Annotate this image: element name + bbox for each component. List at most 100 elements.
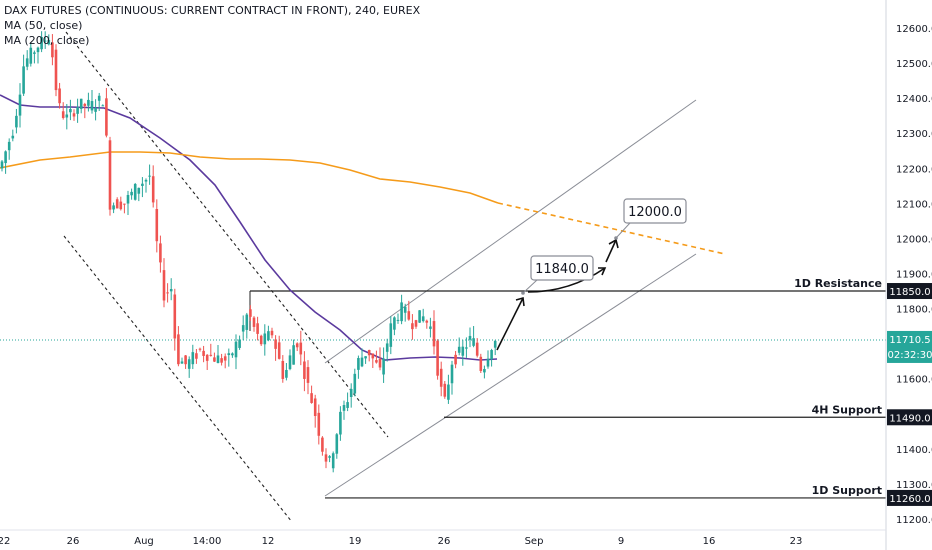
candle-body xyxy=(241,325,245,332)
candle-body xyxy=(94,107,97,112)
countdown-text: 02:32:30 xyxy=(888,350,932,361)
candle-body xyxy=(493,340,497,348)
candle-body xyxy=(216,355,220,363)
candle-body xyxy=(306,367,310,383)
candle-body xyxy=(18,94,22,116)
candle-body xyxy=(227,353,231,356)
candle-body xyxy=(407,311,411,320)
candle-body xyxy=(411,323,414,330)
candle-body xyxy=(195,353,198,359)
candle-body xyxy=(191,352,195,365)
candle-body xyxy=(303,361,306,379)
target-point xyxy=(521,291,525,295)
candle-body xyxy=(169,289,173,292)
x-tick-label: Aug xyxy=(134,536,154,547)
candle-body xyxy=(108,140,112,210)
candle-body xyxy=(22,66,25,94)
chart-title: DAX FUTURES (CONTINUOUS: CURRENT CONTRAC… xyxy=(4,4,421,17)
candle-body xyxy=(429,326,432,329)
candle-body xyxy=(457,346,461,353)
candle-body xyxy=(112,205,115,210)
candle-body xyxy=(223,356,227,361)
candle-body xyxy=(198,348,202,350)
descending-channel-lower xyxy=(63,235,293,523)
candle-body xyxy=(234,341,238,358)
candle-body xyxy=(65,114,69,118)
candle-body xyxy=(270,330,274,336)
candle-body xyxy=(385,343,389,352)
candle-body xyxy=(15,115,18,128)
candle-body xyxy=(479,356,483,371)
candle-body xyxy=(349,388,353,398)
candle-body xyxy=(360,357,364,367)
y-tick-label: 11400.0 xyxy=(896,445,932,456)
candle-body xyxy=(202,350,205,356)
candle-body xyxy=(148,175,151,177)
candle-body xyxy=(213,357,216,362)
candle-body xyxy=(151,176,155,203)
candle-body xyxy=(7,141,11,151)
moving-averages xyxy=(0,94,726,361)
candle-body xyxy=(378,358,382,368)
candle-body xyxy=(97,95,101,101)
target-label: 12000.0 xyxy=(628,205,682,220)
candle-body xyxy=(414,320,418,327)
target-box xyxy=(623,198,687,224)
level-price-badge xyxy=(887,489,932,506)
candle-body xyxy=(490,350,493,360)
candle-body xyxy=(267,331,270,341)
candle-body xyxy=(400,302,403,322)
target-point xyxy=(614,236,618,240)
level-label: 1D Support xyxy=(812,484,882,497)
target-label: 11840.0 xyxy=(535,262,589,277)
target-pointer xyxy=(615,222,631,239)
x-tick-label: 23 xyxy=(790,536,803,547)
candle-body xyxy=(0,161,4,169)
candle-body xyxy=(79,98,83,109)
candle-body xyxy=(371,353,375,359)
candle-body xyxy=(321,437,324,452)
projection-arrowhead-2 xyxy=(598,267,607,276)
ma50-legend: MA (50, close) xyxy=(4,19,83,32)
candle-body xyxy=(245,314,249,330)
candle-body xyxy=(292,345,295,365)
level-price-badge xyxy=(887,409,932,426)
projection-arrow-2 xyxy=(605,239,617,263)
candle-body xyxy=(137,187,141,194)
x-tick-label: 19 xyxy=(349,536,362,547)
target-pointer xyxy=(522,279,538,294)
candle-body xyxy=(339,411,342,435)
candle-body xyxy=(173,294,177,339)
candle-body xyxy=(76,107,79,114)
candle-body xyxy=(299,342,303,355)
x-tick-label: 12 xyxy=(262,536,275,547)
candle-body xyxy=(342,405,346,411)
candle-body xyxy=(36,47,40,53)
x-tick-label: 9 xyxy=(618,536,624,547)
candle-body xyxy=(439,368,443,387)
x-tick-label: 16 xyxy=(703,536,716,547)
chart-legend: DAX FUTURES (CONTINUOUS: CURRENT CONTRAC… xyxy=(4,3,420,48)
candle-body xyxy=(162,270,166,301)
candle-body xyxy=(61,111,65,118)
candle-body xyxy=(436,340,439,376)
candle-body xyxy=(461,346,465,356)
candle-body xyxy=(130,191,133,196)
candle-body xyxy=(126,194,130,204)
candle-body xyxy=(51,42,54,58)
candle-body xyxy=(115,199,119,209)
candle-body xyxy=(119,201,123,210)
candle-body xyxy=(11,135,15,139)
level-price-badge xyxy=(887,283,932,300)
candle-body xyxy=(47,39,51,45)
candles xyxy=(0,31,497,473)
y-tick-label: 12100.0 xyxy=(896,199,932,210)
candle-body xyxy=(40,36,43,50)
candle-body xyxy=(101,105,105,107)
candle-body xyxy=(425,320,429,323)
candle-body xyxy=(317,412,321,436)
candle-body xyxy=(54,49,58,91)
candle-body xyxy=(393,317,396,330)
candle-body xyxy=(346,402,349,408)
